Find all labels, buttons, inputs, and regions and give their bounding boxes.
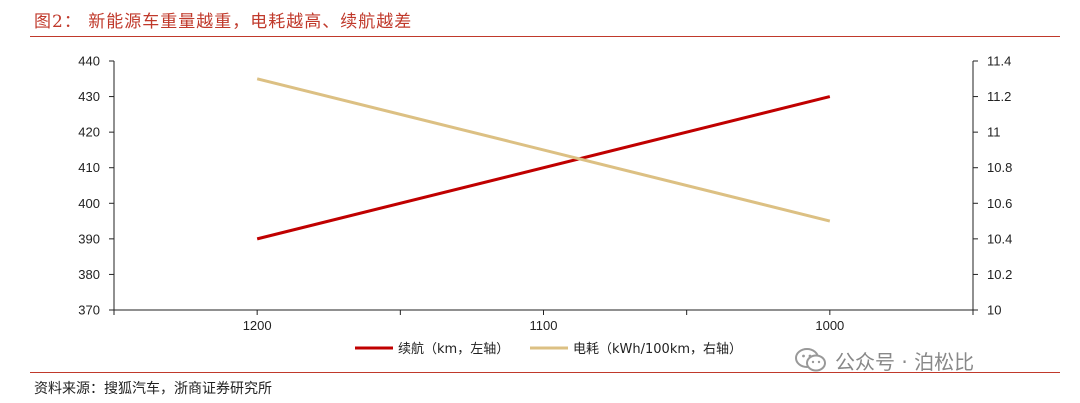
right-tick-labels: 11.4 11.2 11 10.8 10.6 10.4 10.2 10: [987, 54, 1012, 318]
right-tick-label: 10.8: [987, 160, 1012, 175]
series-line-1: [256, 95, 831, 241]
right-tick-label: 11: [987, 125, 1001, 140]
x-tick-label: 1200: [243, 318, 272, 333]
figure-title: 图2： 新能源车重量越重，电耗越高、续航越差: [34, 12, 413, 32]
x-tick-label: 1000: [815, 318, 844, 333]
legend-label-2: 电耗（kWh/100km，右轴）: [573, 342, 742, 357]
right-tick-label: 10.4: [987, 231, 1012, 246]
watermark: 公众号 · 泊松比: [795, 340, 974, 380]
right-tick-label: 10.2: [987, 267, 1012, 282]
wechat-icon: [795, 348, 826, 372]
left-tick-label: 440: [78, 54, 100, 69]
left-tick-labels: 440 430 420 410 400 390 380 370: [78, 54, 100, 318]
watermark-text: 公众号 · 泊松比: [835, 349, 975, 374]
left-tick-label: 430: [78, 89, 100, 104]
right-tick-label: 10: [987, 303, 1001, 318]
chart-axes: [109, 60, 978, 315]
source-note: 资料来源：搜狐汽车，浙商证券研究所: [34, 381, 272, 397]
x-tick-label: 1100: [530, 318, 558, 333]
left-tick-label: 380: [78, 267, 100, 282]
right-tick-label: 10.6: [987, 196, 1012, 211]
left-tick-label: 420: [78, 125, 100, 140]
right-tick-label: 11.2: [987, 89, 1011, 104]
source-divider: [30, 372, 1060, 373]
left-tick-label: 410: [78, 160, 100, 175]
left-tick-label: 370: [78, 303, 100, 318]
right-tick-label: 11.4: [987, 54, 1011, 69]
series-lines: [256, 77, 831, 241]
left-tick-label: 390: [78, 231, 100, 246]
series-line-2: [256, 77, 831, 223]
legend-label-1: 续航（km，左轴）: [398, 341, 509, 357]
x-tick-labels: 1200 1100 1000: [243, 318, 845, 333]
title-divider: [30, 36, 1060, 37]
chart-legend: 续航（km，左轴） 电耗（kWh/100km，右轴）: [355, 341, 742, 357]
left-tick-label: 400: [78, 196, 100, 211]
